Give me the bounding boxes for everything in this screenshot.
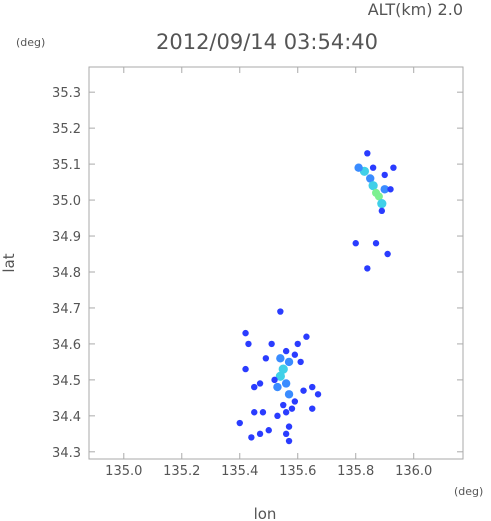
echo-cell xyxy=(245,340,252,348)
y-ticks: 34.3 34.4 34.5 34.6 34.7 34.8 34.9 35.0 35.1 35.2… xyxy=(52,86,463,461)
echo-cell xyxy=(314,391,322,398)
echo-cell xyxy=(248,434,255,441)
y-unit-label: (deg) xyxy=(16,36,45,49)
echo-cell xyxy=(265,427,272,434)
echo-cell xyxy=(280,401,287,409)
echo-cell xyxy=(273,382,282,392)
echo-cell xyxy=(282,347,290,355)
echo-cell xyxy=(259,409,267,416)
chart-title: 2012/09/14 03:54:40 xyxy=(156,30,378,54)
altitude-label: ALT(km) 2.0 xyxy=(368,0,463,19)
echo-cell xyxy=(352,240,359,247)
echo-cell xyxy=(271,376,278,384)
echo-cell xyxy=(251,383,258,391)
y-tick-label: 35.2 xyxy=(52,122,81,137)
echo-cell xyxy=(381,171,388,179)
echo-cell xyxy=(354,163,363,172)
x-tick-label: 135.6 xyxy=(279,464,316,479)
echo-cell xyxy=(291,351,299,358)
echo-cell xyxy=(276,354,285,363)
x-tick-label: 135.4 xyxy=(221,464,258,479)
x-tick-label: 135.2 xyxy=(163,464,200,479)
y-tick-label: 34.4 xyxy=(52,410,81,425)
echo-cell xyxy=(262,355,270,362)
echo-cell xyxy=(374,192,383,201)
echo-cell xyxy=(277,308,284,315)
x-tick-label: 136.0 xyxy=(395,464,432,479)
y-tick-label: 34.6 xyxy=(52,338,81,353)
x-ticks: 135.0 135.2 135.4 135.6 135.8 136.0 xyxy=(105,67,432,479)
x-axis-label: lon xyxy=(254,505,277,521)
echo-cell xyxy=(366,174,375,183)
y-tick-label: 35.0 xyxy=(52,194,81,209)
echo-cell xyxy=(380,185,389,194)
y-tick-label: 34.8 xyxy=(52,266,81,281)
echo-cells xyxy=(236,150,397,445)
echo-cell xyxy=(251,409,258,416)
echo-cell xyxy=(364,150,371,157)
echo-cell xyxy=(390,164,397,171)
echo-cell xyxy=(288,405,296,412)
plot-frame xyxy=(88,66,464,460)
echo-cell xyxy=(309,383,316,391)
echo-cell xyxy=(384,250,391,258)
echo-cell xyxy=(387,186,394,193)
x-tick-label: 135.0 xyxy=(105,464,142,479)
echo-cell xyxy=(285,437,293,445)
echo-cell xyxy=(291,398,299,405)
echo-cell xyxy=(282,430,290,438)
y-axis-label: lat xyxy=(0,253,18,272)
echo-cell xyxy=(303,333,310,340)
y-tick-label: 34.3 xyxy=(52,446,81,461)
echo-cell xyxy=(236,419,243,427)
echo-cell xyxy=(372,240,380,247)
echo-cell xyxy=(278,364,288,374)
y-tick-label: 34.9 xyxy=(52,230,81,245)
echo-cell xyxy=(256,430,264,438)
echo-cell xyxy=(281,379,291,388)
echo-cell xyxy=(297,358,304,366)
x-tick-label: 135.8 xyxy=(337,464,374,479)
echo-cell xyxy=(285,423,293,430)
echo-cell xyxy=(368,181,378,191)
echo-cell xyxy=(242,329,249,337)
x-unit-label: (deg) xyxy=(454,485,483,498)
echo-cell xyxy=(274,412,281,420)
echo-cell xyxy=(309,405,316,412)
echo-cell xyxy=(369,164,377,171)
echo-cell xyxy=(378,207,386,215)
echo-cell xyxy=(284,390,294,399)
y-tick-label: 34.5 xyxy=(52,374,81,389)
echo-cell xyxy=(242,365,249,373)
y-tick-label: 35.3 xyxy=(52,86,81,101)
echo-cell xyxy=(294,340,301,348)
echo-cell xyxy=(300,387,307,394)
echo-cell xyxy=(275,371,285,381)
echo-cell xyxy=(256,380,264,387)
y-tick-label: 35.1 xyxy=(52,158,81,173)
echo-cell xyxy=(284,357,294,367)
echo-cell xyxy=(364,265,371,272)
echo-cell xyxy=(268,340,275,348)
y-tick-label: 34.7 xyxy=(52,302,81,317)
echo-cell xyxy=(377,199,387,209)
echo-cell xyxy=(282,409,290,416)
